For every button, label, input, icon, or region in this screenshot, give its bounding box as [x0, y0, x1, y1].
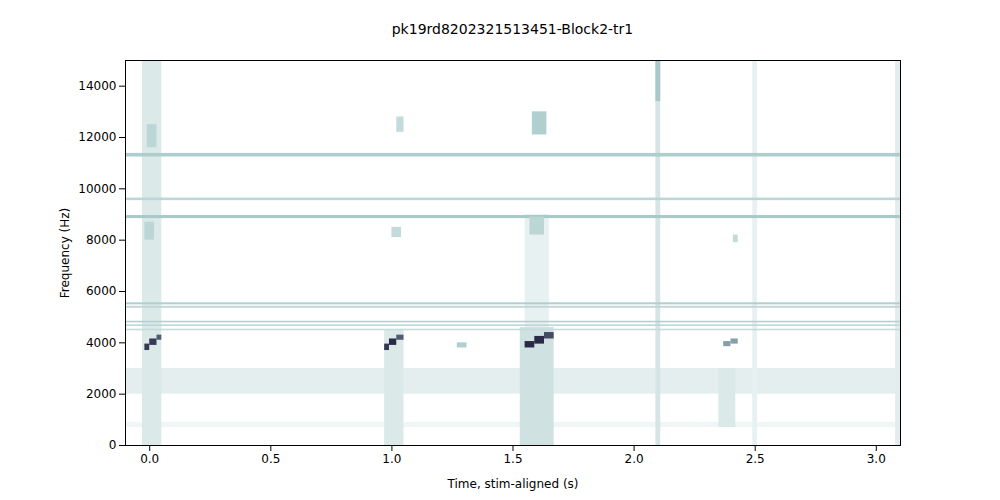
svg-text:Time, stim-aligned (s): Time, stim-aligned (s): [447, 477, 579, 491]
svg-text:0.0: 0.0: [140, 452, 159, 466]
svg-text:14000: 14000: [78, 79, 116, 93]
svg-text:2.5: 2.5: [746, 452, 765, 466]
svg-text:4000: 4000: [86, 336, 117, 350]
svg-text:1.0: 1.0: [382, 452, 401, 466]
svg-text:8000: 8000: [86, 233, 117, 247]
svg-text:6000: 6000: [86, 284, 117, 298]
svg-text:Frequency (Hz): Frequency (Hz): [58, 208, 72, 299]
svg-text:2.0: 2.0: [625, 452, 644, 466]
html-text:pk19rd8202321513451-Block2-tr1: pk19rd8202321513451-Block2-tr1: [391, 21, 634, 37]
svg-text:10000: 10000: [78, 182, 116, 196]
svg-text:2000: 2000: [86, 387, 117, 401]
svg-text:1.5: 1.5: [503, 452, 522, 466]
svg-text:0.5: 0.5: [261, 452, 280, 466]
svg-text:3.0: 3.0: [867, 452, 886, 466]
svg-text:0: 0: [109, 438, 117, 452]
svg-text:12000: 12000: [78, 130, 116, 144]
